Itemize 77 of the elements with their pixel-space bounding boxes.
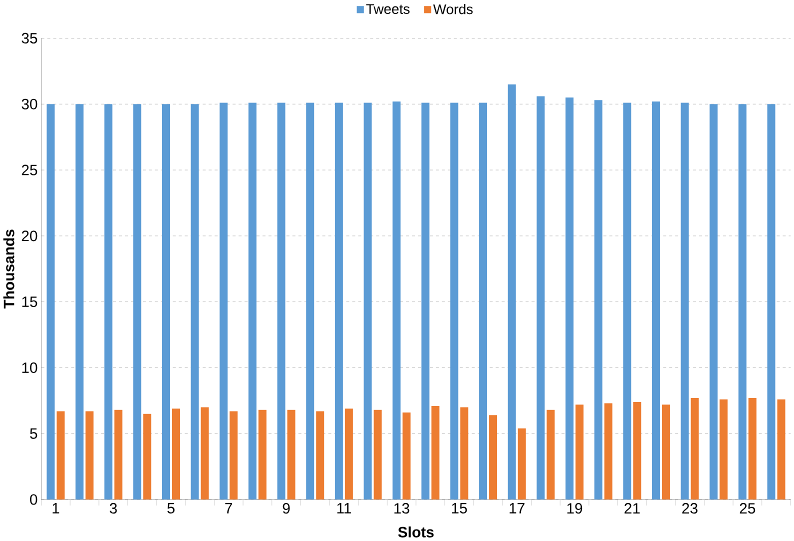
bar (576, 404, 584, 500)
x-tick-label: 25 (740, 503, 756, 514)
y-tick-label: 25 (22, 164, 38, 176)
x-tick-label: 1 (52, 503, 60, 514)
bar (508, 84, 516, 500)
bar (306, 102, 314, 500)
x-tick-label: 15 (452, 503, 467, 514)
x-tick-label: 19 (567, 503, 582, 514)
bar (767, 104, 776, 500)
bar (652, 102, 660, 500)
legend-label: Tweets (366, 4, 410, 14)
bar (133, 104, 142, 500)
x-tick-label: 17 (510, 503, 524, 514)
bar (104, 104, 112, 500)
bar (431, 406, 440, 500)
x-tick-label: 7 (225, 503, 232, 514)
legend-label: Words (433, 4, 473, 14)
bar (334, 102, 343, 500)
y-tick-label: 35 (22, 33, 38, 44)
bar (162, 104, 170, 500)
y-tick-label: 15 (22, 296, 38, 308)
x-tick-label: 3 (110, 503, 117, 514)
bar (402, 412, 411, 500)
bar (258, 410, 266, 500)
bar (720, 399, 728, 500)
bar (633, 402, 642, 500)
bar (392, 102, 401, 500)
bar (680, 102, 689, 500)
bar (277, 102, 286, 500)
x-tick-label: 5 (167, 503, 175, 514)
bar (143, 414, 152, 500)
bar (710, 104, 718, 500)
bar (738, 104, 746, 500)
y-tick-label: 0 (30, 494, 38, 505)
y-tick-label: 5 (30, 428, 38, 439)
bar (56, 411, 65, 500)
bar (690, 398, 699, 500)
bar (566, 98, 574, 500)
y-tick-label: 10 (22, 362, 38, 374)
bar (46, 104, 55, 500)
bar (374, 410, 382, 500)
bar (479, 102, 488, 500)
bar (172, 408, 180, 500)
bar (536, 96, 545, 500)
bar (777, 399, 786, 500)
x-axis-title: Slots (398, 526, 434, 538)
bar (450, 102, 458, 500)
bar (604, 403, 612, 500)
y-tick-label: 20 (22, 230, 38, 242)
x-tick-label: 11 (337, 503, 351, 514)
bar (662, 404, 670, 500)
x-tick-label: 23 (682, 503, 698, 514)
bar (287, 410, 296, 500)
bar (114, 410, 122, 500)
y-axis-title: Thousands (3, 230, 14, 309)
bar (190, 104, 199, 500)
y-tick-label: 30 (22, 98, 38, 110)
bar (364, 102, 372, 500)
bar (546, 410, 555, 500)
bar (248, 102, 256, 500)
x-tick-label: 13 (394, 503, 410, 514)
bar (489, 415, 498, 500)
bar (86, 411, 94, 500)
bar (220, 102, 228, 500)
bar (230, 411, 238, 500)
bar (748, 398, 756, 500)
bar (200, 407, 209, 500)
bar (460, 407, 468, 500)
bar (76, 104, 84, 500)
bar (518, 428, 526, 500)
bar (344, 408, 353, 500)
bar (594, 100, 602, 500)
bar (623, 102, 632, 500)
bar (421, 102, 430, 500)
bar (316, 411, 324, 500)
x-tick-label: 9 (282, 503, 290, 514)
x-tick-label: 21 (624, 503, 640, 514)
